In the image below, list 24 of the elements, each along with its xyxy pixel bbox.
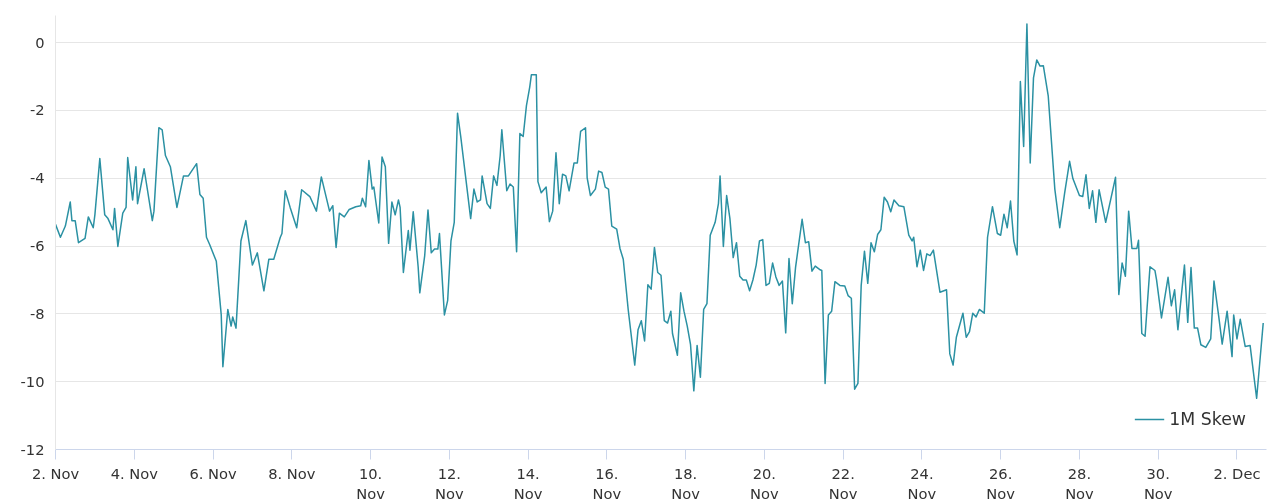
x-tick-label: 28. Nov bbox=[1065, 464, 1095, 502]
x-tick-label: 22. Nov bbox=[828, 464, 858, 502]
x-tick-label: 12. Nov bbox=[435, 464, 464, 502]
x-tick-label: 18. Nov bbox=[671, 464, 701, 502]
x-tick-label: 2. Nov bbox=[31, 464, 80, 482]
y-tick-label: -6 bbox=[29, 237, 45, 255]
x-tick-label: 24. Nov bbox=[907, 464, 937, 502]
x-tick-label: 6. Nov bbox=[189, 464, 237, 482]
x-tick-label: 4. Nov bbox=[110, 464, 159, 482]
y-tick-label: -2 bbox=[29, 101, 45, 119]
x-tick-label: 26. Nov bbox=[986, 464, 1016, 502]
y-tick-label: -10 bbox=[20, 372, 45, 390]
y-tick-label: -12 bbox=[20, 440, 45, 458]
y-tick-label: -4 bbox=[29, 169, 45, 187]
x-tick-label: 20. Nov bbox=[750, 464, 780, 502]
y-tick-label: 0 bbox=[35, 33, 45, 51]
x-tick-label: 2. Dec bbox=[1213, 464, 1261, 482]
y-tick-label: -8 bbox=[29, 304, 45, 322]
legend-label: 1M Skew bbox=[1169, 409, 1246, 429]
x-tick-label: 16. Nov bbox=[592, 464, 622, 502]
x-tick-label: 30. Nov bbox=[1143, 464, 1173, 502]
x-tick-label: 8. Nov bbox=[268, 464, 316, 482]
x-tick-label: 10. Nov bbox=[356, 464, 386, 502]
x-tick-label: 14. Nov bbox=[513, 464, 543, 502]
